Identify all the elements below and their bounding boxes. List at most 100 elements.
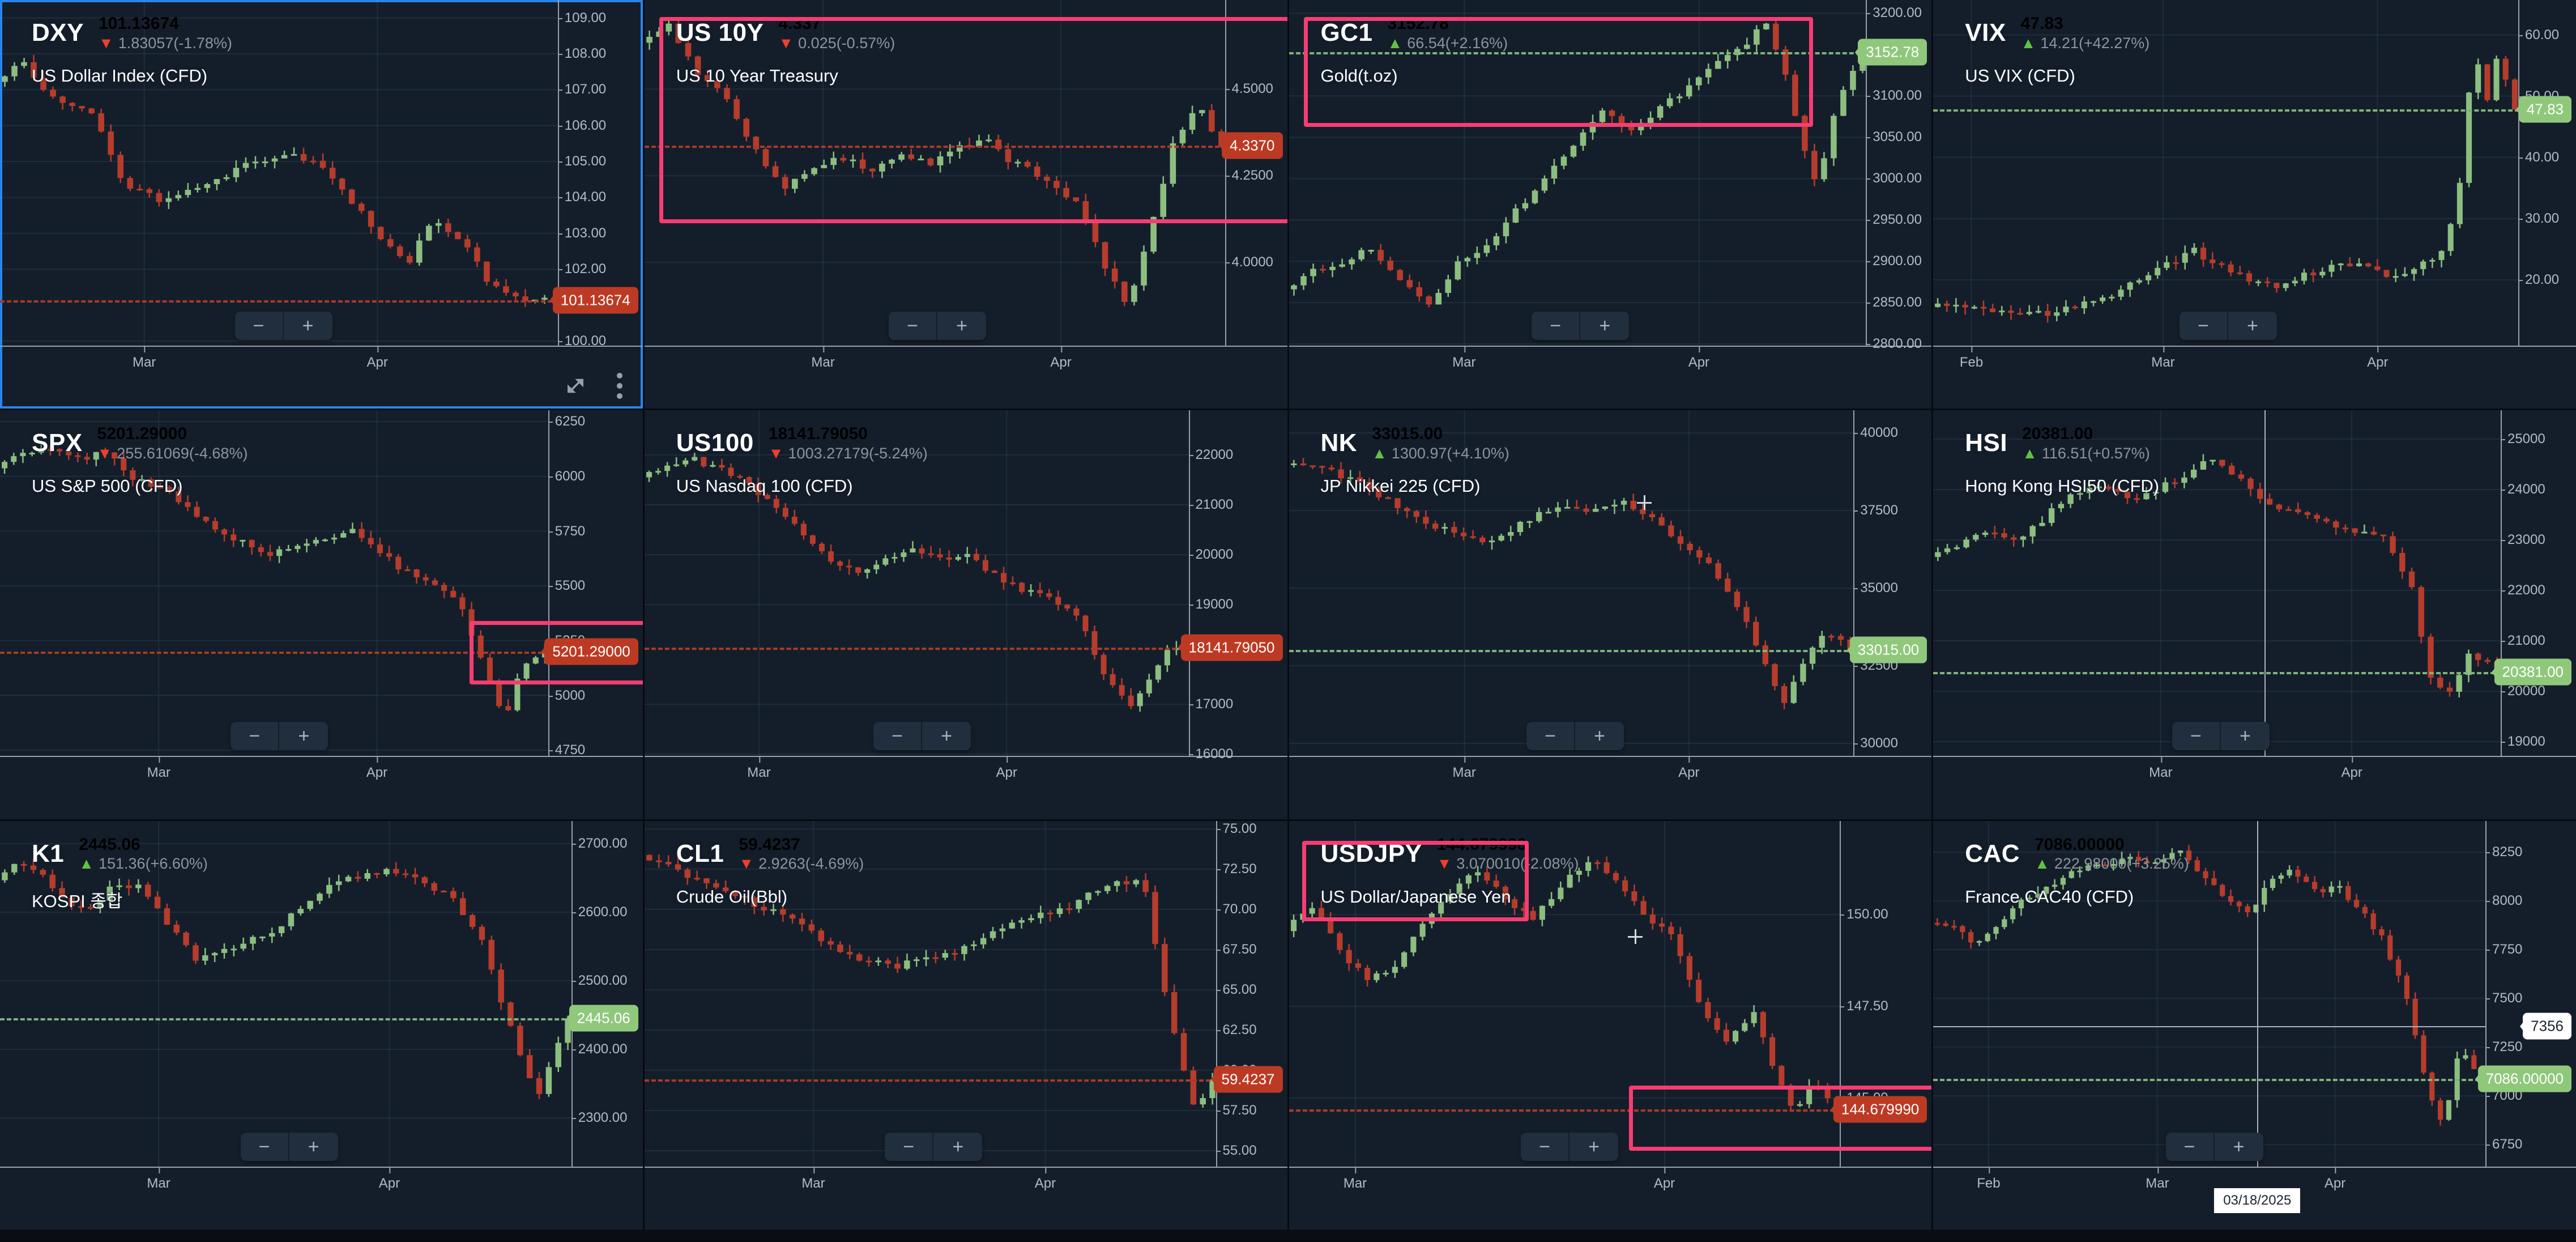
zoom-controls: − + (873, 722, 971, 751)
panel-corner-controls (564, 373, 622, 399)
candlestick-chart[interactable] (1933, 0, 2520, 346)
candlestick-chart[interactable] (0, 410, 549, 756)
price-tick-label: 107.00 (557, 82, 607, 97)
last-price-line (1289, 52, 1867, 55)
price-tick-label: 60.00 (2518, 27, 2560, 42)
price-axis[interactable]: 75.0072.5070.0067.5065.0062.5060.0057.50… (1216, 820, 1287, 1168)
time-axis[interactable]: Feb Mar Apr (1933, 1166, 2576, 1191)
chart-panel-us-10y[interactable]: US 10Y 4.337 ▼ 0.025(-0.57%) US 10 Year … (644, 0, 1287, 409)
time-tick-label: Apr (1678, 756, 1700, 781)
price-tick-label: 2300.00 (571, 1109, 628, 1125)
zoom-controls: − + (2179, 312, 2277, 340)
price-tick-label: 6250 (548, 414, 586, 429)
last-price-badge: 4.3370 (1221, 132, 1283, 159)
zoom-in-button[interactable]: + (933, 1132, 983, 1161)
zoom-in-button[interactable]: + (279, 722, 329, 751)
chart-panel-cac[interactable]: CAC 7086.00000 ▲ 222.98000(+3.25%) Franc… (1933, 820, 2576, 1230)
price-tick-label: 67.50 (1216, 941, 1257, 957)
candlestick-chart[interactable] (1289, 410, 1855, 756)
price-axis[interactable]: 2700.00 2600.00 2500.00 2400.00 2300.00 (571, 820, 643, 1168)
zoom-out-button[interactable]: − (1526, 722, 1576, 751)
time-axis[interactable]: Mar Apr (1289, 346, 1932, 370)
time-axis[interactable]: Mar Apr (644, 756, 1287, 780)
time-axis[interactable]: Mar Apr (644, 1166, 1287, 1191)
time-axis[interactable]: Mar Apr (644, 346, 1287, 370)
candlestick-chart[interactable] (1933, 820, 2487, 1167)
candlestick-chart[interactable] (644, 410, 1190, 756)
zoom-out-button[interactable]: − (1532, 312, 1581, 340)
zoom-in-button[interactable]: + (922, 722, 971, 751)
zoom-out-button[interactable]: − (885, 1132, 934, 1161)
chart-panel-nk[interactable]: NK 33015.00 ▲ 1300.97(+4.10%) JP Nikkei … (1289, 410, 1932, 819)
chart-panel-spx[interactable]: SPX 5201.29000 ▼ 255.61069(-4.68%) US S&… (0, 410, 643, 819)
highlight-annotation (659, 17, 1287, 223)
candlestick-chart[interactable] (1933, 410, 2502, 756)
time-tick-label: Mar (147, 756, 170, 781)
zoom-out-button[interactable]: − (231, 722, 280, 751)
price-tick-label: 7250 (2485, 1039, 2523, 1054)
zoom-out-button[interactable]: − (234, 312, 284, 340)
price-tick-label: 2500.00 (571, 972, 628, 988)
price-tick-label: 35000 (1853, 580, 1898, 596)
time-axis[interactable]: Mar Apr (1289, 756, 1932, 780)
candlestick-chart[interactable] (1289, 0, 1867, 346)
chart-panel-dxy[interactable]: DXY 101.13674 ▼ 1.83057(-1.78%) US Dolla… (0, 0, 643, 409)
chart-panel-usdjpy[interactable]: USDJPY 144.679990 ▼ 3.070010(-2.08%) US … (1289, 820, 1932, 1230)
time-axis[interactable]: Mar Apr (0, 346, 643, 370)
expand-icon[interactable] (564, 374, 587, 398)
more-options-icon[interactable] (616, 373, 622, 399)
zoom-in-button[interactable]: + (1570, 1132, 1618, 1161)
time-axis[interactable]: Mar Apr (1933, 756, 2576, 780)
price-tick-label: 3200.00 (1866, 5, 1922, 21)
zoom-out-button[interactable]: − (240, 1132, 289, 1161)
time-axis[interactable]: Feb Mar Apr (1933, 346, 2576, 370)
zoom-in-button[interactable]: + (2214, 1132, 2263, 1161)
zoom-out-button[interactable]: − (2179, 312, 2228, 340)
chart-panel-k1[interactable]: K1 2445.06 ▲ 151.36(+6.60%) KOSPI 종합 270… (0, 820, 643, 1230)
highlight-annotation (1302, 840, 1529, 921)
zoom-out-button[interactable]: − (1521, 1132, 1570, 1161)
price-tick-label: 22000 (2501, 582, 2545, 598)
zoom-out-button[interactable]: − (2165, 1132, 2215, 1161)
price-tick-label: 23000 (2501, 532, 2545, 548)
price-axis[interactable]: 40000 37500 35000 32500 30000 (1853, 410, 1931, 758)
price-axis[interactable]: 3200.00 3100.00 3050.00 3000.00 2950.00 2900.… (1866, 0, 1931, 351)
zoom-in-button[interactable]: + (2228, 312, 2277, 340)
chart-panel-vix[interactable]: VIX 47.83 ▲ 14.21(+42.27%) US VIX (CFD) … (1933, 0, 2576, 409)
time-axis[interactable]: Mar Apr (0, 756, 643, 780)
time-axis[interactable]: Mar Apr (0, 1166, 643, 1191)
zoom-in-button[interactable]: + (289, 1132, 338, 1161)
price-axis[interactable]: 22000 21000 20000 19000 17000 16000 (1188, 410, 1287, 762)
price-tick-label: 5750 (548, 523, 586, 539)
price-axis[interactable]: 25000 24000 23000 22000 21000 20000 19000 (2501, 410, 2576, 758)
price-axis[interactable]: 6250600057505500525050004750 (548, 410, 643, 758)
chart-panel-hsi[interactable]: HSI 20381.00 ▲ 116.51(+0.57%) Hong Kong … (1933, 410, 2576, 819)
price-axis[interactable]: 109.00 108.00 107.00 106.00 105.00 104.00 103.… (557, 0, 643, 348)
time-axis[interactable]: Mar Apr (1289, 1166, 1932, 1191)
zoom-in-button[interactable]: + (283, 312, 332, 340)
time-tick-label: Apr (1688, 346, 1710, 370)
zoom-out-button[interactable]: − (2172, 722, 2221, 751)
price-tick-label: 2950.00 (1866, 212, 1922, 228)
zoom-out-button[interactable]: − (889, 312, 938, 340)
price-axis[interactable]: 4.5000 4.2500 4.0000 (1225, 0, 1287, 347)
price-axis[interactable]: 8250 8000 7750 7500 7250 7000 6750 (2485, 820, 2576, 1168)
zoom-in-button[interactable]: + (937, 312, 987, 340)
candlestick-chart[interactable] (0, 0, 559, 346)
last-price-badge: 33015.00 (1849, 636, 1927, 663)
candlestick-chart[interactable] (644, 820, 1217, 1167)
chart-panel-gc1[interactable]: GC1 3152.78 ▲ 66.54(+2.16%) Gold(t.oz) 3… (1289, 0, 1932, 409)
zoom-in-button[interactable]: + (1575, 722, 1624, 751)
chart-panel-us100[interactable]: US100 18141.79050 ▼ 1003.27179(-5.24%) U… (644, 410, 1287, 819)
zoom-out-button[interactable]: − (873, 722, 923, 751)
candlestick-chart[interactable] (1289, 820, 1841, 1167)
last-price-line (1933, 1079, 2487, 1082)
last-price-badge: 101.13674 (552, 287, 638, 314)
chart-panel-cl1[interactable]: CL1 59.4237 ▼ 2.9263(-4.69%) Crude Oil(B… (644, 820, 1287, 1230)
candlestick-chart[interactable] (0, 820, 573, 1167)
candlestick-chart[interactable] (644, 0, 1226, 346)
zoom-in-button[interactable]: + (2220, 722, 2270, 751)
zoom-in-button[interactable]: + (1580, 312, 1630, 340)
price-tick-label: 7500 (2485, 990, 2523, 1006)
